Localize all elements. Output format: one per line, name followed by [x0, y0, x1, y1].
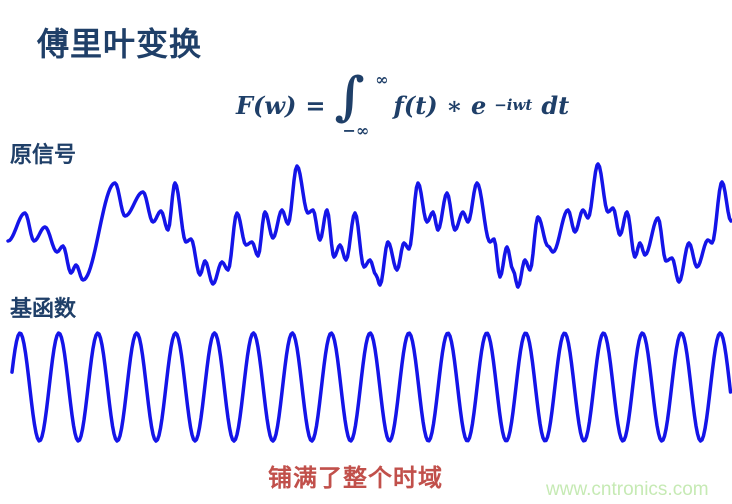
formula-integrand: f(t) ∗ e — [393, 90, 487, 120]
formula-differential: dt — [541, 90, 570, 120]
basis-sine-path — [10, 331, 732, 443]
original-signal-label: 原信号 — [10, 142, 77, 167]
page-title: 傅里叶变换 — [37, 26, 203, 62]
original-signal-waveform — [6, 162, 732, 289]
integral-sign-icon: ∫ — [334, 66, 365, 127]
basis-function-label: 基函数 — [10, 296, 77, 321]
fourier-formula: F(w) = ∫ ∞ −∞ f(t) ∗ e −iwt dt — [236, 68, 570, 141]
formula-exponent: −iwt — [494, 96, 533, 114]
time-domain-caption: 铺满了整个时域 — [268, 465, 443, 492]
integral-lower-limit: −∞ — [342, 121, 370, 140]
formula-lhs: F(w) — [236, 90, 297, 120]
watermark: www.cntronics.com — [546, 479, 709, 500]
basis-sine-waveform — [10, 331, 732, 443]
integral-with-limits: ∫ ∞ −∞ — [335, 68, 389, 141]
integral-upper-limit: ∞ — [375, 70, 389, 89]
formula-equals: = — [305, 90, 326, 120]
original-signal-path — [6, 162, 732, 289]
